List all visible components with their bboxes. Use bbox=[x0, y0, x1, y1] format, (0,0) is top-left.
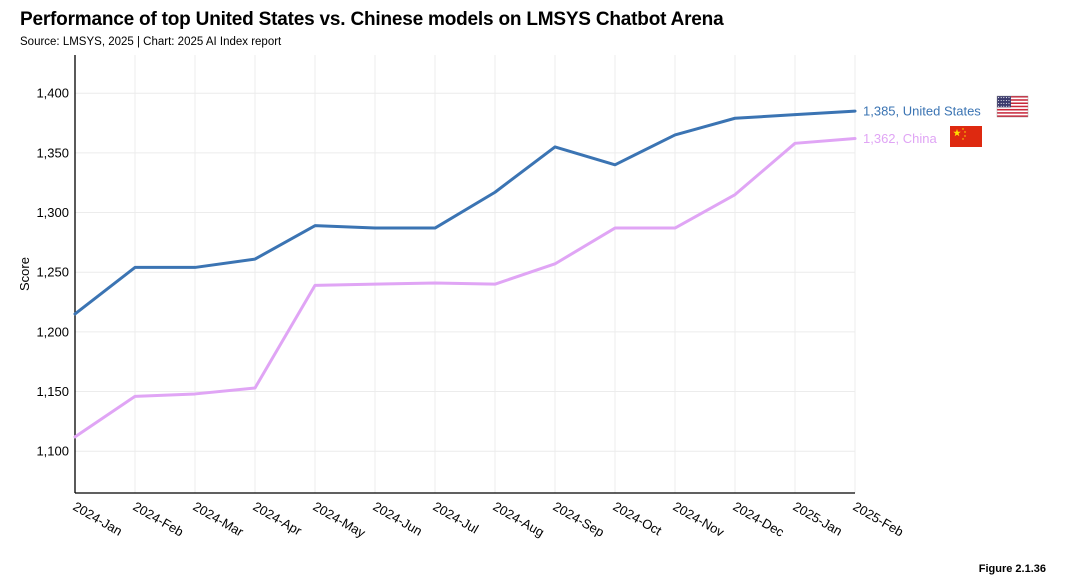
end-labels: 1,385, United States 1,362, China bbox=[863, 104, 981, 146]
x-tick-label: 2024-Jul bbox=[431, 499, 482, 537]
us-flag-star bbox=[1008, 105, 1010, 107]
china-flag-icon bbox=[950, 126, 982, 147]
us-flag-star bbox=[998, 97, 1000, 99]
x-tick-label: 2024-Feb bbox=[131, 499, 187, 540]
us-flag-star bbox=[1008, 102, 1010, 104]
us-flag-stripe bbox=[997, 97, 1028, 100]
us-flag-star bbox=[1003, 97, 1005, 99]
x-tick-label: 2024-Dec bbox=[731, 499, 788, 540]
us-flag-stripe bbox=[997, 108, 1028, 111]
series-lines bbox=[73, 109, 857, 439]
series-line-china bbox=[73, 137, 857, 439]
us-flag-star bbox=[1005, 97, 1007, 99]
us-flag-star bbox=[1003, 99, 1005, 102]
us-flag-star bbox=[1000, 105, 1002, 107]
chart-title: Performance of top United States vs. Chi… bbox=[20, 9, 724, 30]
us-flag-star bbox=[998, 102, 1000, 104]
china-flag-small-star bbox=[961, 137, 965, 140]
y-axis-label: Score bbox=[17, 257, 32, 291]
x-tick-labels: 2024-Jan 2024-Feb 2024-Mar 2024-Apr 2024-May… bbox=[71, 499, 907, 541]
us-flag-stripe bbox=[997, 99, 1028, 101]
us-flag-star bbox=[1003, 105, 1005, 107]
figure-number: Figure 2.1.36 bbox=[978, 563, 1046, 575]
y-tick-label: 1,400 bbox=[36, 86, 69, 101]
us-flag-star bbox=[1000, 99, 1002, 102]
x-tick-label: 2024-Sep bbox=[551, 499, 607, 540]
us-flag-canton bbox=[997, 96, 1011, 108]
china-flag-small-star bbox=[961, 127, 965, 130]
us-flag-stripe bbox=[997, 102, 1028, 105]
x-tick-label: 2024-Nov bbox=[671, 499, 728, 540]
us-flag-star bbox=[1005, 102, 1007, 104]
y-tick-label: 1,300 bbox=[36, 205, 69, 220]
y-tick-label: 1,250 bbox=[36, 265, 69, 280]
y-tick-label: 1,350 bbox=[36, 145, 69, 160]
us-flag-star bbox=[1008, 97, 1010, 99]
us-flag-star bbox=[1005, 99, 1007, 102]
us-flag-stripe bbox=[997, 113, 1028, 116]
y-tick-label: 1,100 bbox=[36, 444, 69, 459]
us-flag-stripe bbox=[997, 104, 1028, 106]
us-flag-star bbox=[998, 99, 1000, 102]
us-flag-star bbox=[1008, 99, 1010, 102]
us-flag-stripe bbox=[997, 115, 1028, 118]
y-tick-label: 1,150 bbox=[36, 384, 69, 399]
us-flag-star bbox=[1000, 97, 1002, 99]
chart-source: Source: LMSYS, 2025 | Chart: 2025 AI Ind… bbox=[20, 36, 282, 48]
us-flag-star bbox=[1005, 105, 1007, 107]
y-tick-label: 1,200 bbox=[36, 324, 69, 339]
us-flag-icon bbox=[996, 95, 1029, 118]
us-flag-stripe bbox=[997, 112, 1028, 114]
china-flag-big-star bbox=[953, 129, 961, 137]
china-flag-small-star bbox=[963, 134, 967, 137]
us-flag-star bbox=[1003, 102, 1005, 104]
us-flag-star bbox=[1000, 102, 1002, 104]
us-flag-stripe bbox=[997, 107, 1028, 109]
x-tick-label: 2024-Mar bbox=[191, 499, 247, 540]
x-tick-label: 2024-Jan bbox=[71, 499, 125, 539]
grid-lines bbox=[74, 55, 856, 493]
us-flag-stripe bbox=[997, 110, 1028, 113]
series-line-united-states bbox=[73, 109, 857, 316]
end-label-united-states: 1,385, United States bbox=[863, 104, 981, 119]
x-tick-label: 2024-May bbox=[311, 499, 369, 541]
us-flag-stripe bbox=[997, 105, 1028, 108]
x-tick-label: 2025-Feb bbox=[851, 499, 907, 540]
x-tick-label: 2024-Jun bbox=[371, 499, 425, 539]
x-tick-label: 2024-Apr bbox=[251, 499, 305, 539]
china-flag-field bbox=[950, 126, 982, 147]
us-flag-border bbox=[996, 95, 1029, 118]
end-label-china: 1,362, China bbox=[863, 131, 937, 146]
axes bbox=[74, 55, 855, 494]
us-flag-star bbox=[998, 105, 1000, 107]
x-tick-label: 2025-Jan bbox=[791, 499, 845, 539]
y-tick-labels: 1,100 1,150 1,200 1,250 1,300 1,350 1,400 bbox=[36, 86, 69, 459]
us-flag-stripe bbox=[997, 96, 1028, 98]
us-flag-stripe bbox=[997, 100, 1028, 103]
x-tick-label: 2024-Aug bbox=[491, 499, 547, 540]
china-flag-small-star bbox=[963, 130, 967, 133]
x-tick-label: 2024-Oct bbox=[611, 499, 665, 539]
flags bbox=[950, 95, 1029, 147]
